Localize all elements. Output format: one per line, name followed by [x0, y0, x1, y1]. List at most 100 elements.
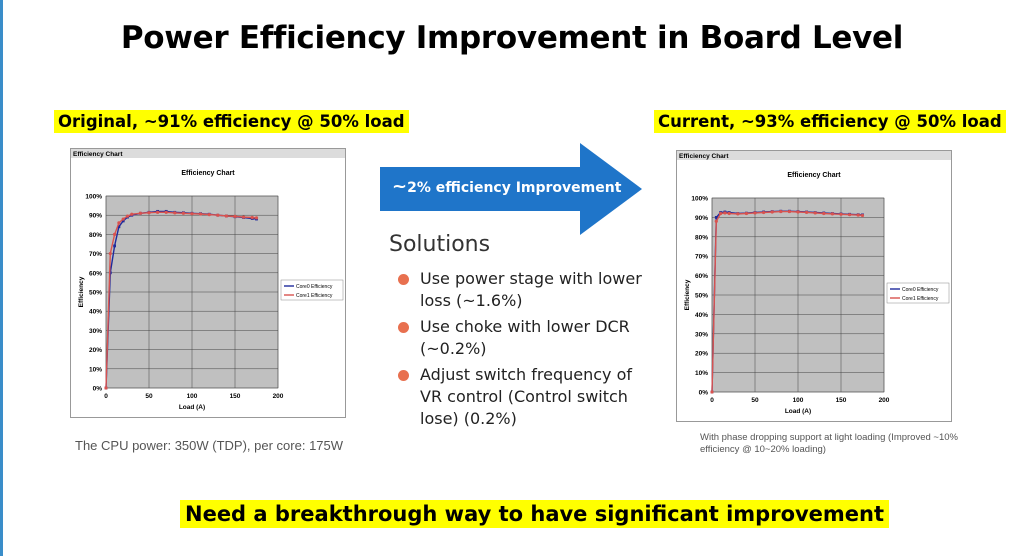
legend-entry: Core1 Efficiency — [296, 293, 333, 299]
x-tick-label: 200 — [879, 397, 890, 404]
series-point — [779, 209, 783, 214]
solutions-list: Use power stage with lower loss (~1.6%) … — [396, 268, 646, 434]
series-point — [121, 219, 125, 223]
series-point — [714, 216, 718, 219]
series-point — [723, 211, 727, 215]
series-point — [830, 212, 834, 216]
solution-text: Use power stage with lower loss (~1.6%) — [420, 269, 642, 310]
y-axis-label: Efficiency — [684, 279, 691, 310]
y-tick-label: 20% — [695, 351, 708, 358]
y-tick-label: 80% — [89, 232, 102, 239]
y-tick-label: 70% — [89, 251, 102, 258]
series-point — [242, 215, 246, 219]
series-point — [104, 386, 108, 390]
slide-left-border — [0, 0, 3, 556]
series-point — [727, 211, 731, 216]
y-axis-label: Efficiency — [78, 276, 85, 307]
current-efficiency-label: Current, ~93% efficiency @ 50% load — [654, 110, 1006, 133]
series-point — [770, 210, 774, 214]
x-tick-label: 100 — [187, 393, 198, 400]
x-tick-label: 50 — [145, 393, 153, 400]
series-point — [714, 219, 718, 223]
x-tick-label: 50 — [751, 397, 759, 404]
legend-box — [280, 279, 344, 301]
y-tick-label: 0% — [699, 390, 709, 397]
series-point — [839, 212, 843, 216]
cpu-power-note: The CPU power: 350W (TDP), per core: 175… — [75, 438, 344, 453]
y-tick-label: 100% — [691, 196, 708, 203]
arrow-label: 2% efficiency Improvement — [407, 180, 622, 196]
series-point — [224, 214, 228, 218]
slide-title: Power Efficiency Improvement in Board Le… — [120, 20, 904, 56]
y-tick-label: 40% — [89, 309, 102, 316]
series-point — [736, 212, 740, 216]
series-point — [113, 232, 117, 236]
y-tick-label: 10% — [695, 370, 708, 377]
x-axis-label: Load (A) — [179, 404, 205, 411]
series-point — [719, 211, 723, 216]
arrow-tilde: ~ — [392, 176, 408, 197]
series-point — [113, 244, 116, 248]
solution-item: Use choke with lower DCR (~0.2%) — [396, 316, 646, 360]
y-tick-label: 30% — [695, 331, 708, 338]
original-efficiency-label: Original, ~91% efficiency @ 50% load — [54, 110, 409, 133]
series-point — [805, 210, 809, 214]
series-point — [744, 211, 748, 216]
legend-box — [886, 282, 950, 304]
phase-dropping-note: With phase dropping support at light loa… — [700, 432, 958, 455]
series-point — [710, 390, 714, 394]
y-tick-label: 80% — [695, 234, 708, 241]
chart-title: Efficiency Chart — [787, 172, 841, 179]
y-tick-label: 70% — [695, 254, 708, 261]
x-tick-label: 0 — [104, 393, 108, 400]
series-point — [190, 212, 194, 216]
series-point — [822, 211, 826, 216]
bullet-dot-icon — [398, 322, 409, 333]
y-tick-label: 10% — [89, 366, 102, 373]
x-tick-label: 100 — [793, 397, 804, 404]
chart-title: Efficiency Chart — [181, 170, 235, 177]
series-point — [121, 217, 125, 221]
series-point — [125, 214, 130, 218]
x-tick-label: 150 — [836, 397, 847, 404]
bullet-dot-icon — [398, 370, 409, 381]
legend-entry: Core1 Efficiency — [902, 296, 939, 302]
series-line — [105, 211, 257, 389]
series-point — [173, 211, 177, 215]
series-point — [856, 213, 860, 217]
series-point — [130, 212, 134, 216]
efficiency-chart-current: Efficiency Chart Efficiency Chart 0% 10% 20%… — [676, 150, 952, 422]
bottom-banner: Need a breakthrough way to have signific… — [180, 500, 890, 528]
solutions-heading: Solutions — [389, 232, 491, 257]
series-point — [108, 252, 112, 256]
efficiency-chart-original: Efficiency Chart Efficiency Chart 0% 10% 20%… — [70, 148, 346, 418]
improvement-arrow — [380, 143, 642, 235]
x-tick-label: 200 — [273, 393, 284, 400]
series-point — [813, 211, 817, 215]
y-tick-label: 30% — [89, 328, 102, 335]
improvement-arrow-text: ~2% efficiency Improvement — [392, 176, 621, 197]
y-tick-label: 50% — [89, 290, 102, 297]
legend-entry: Core0 Efficiency — [296, 284, 333, 290]
legend-entry: Core0 Efficiency — [902, 287, 939, 293]
x-axis-label: Load (A) — [785, 408, 811, 415]
y-tick-label: 20% — [89, 347, 102, 354]
series-point — [199, 212, 203, 216]
solution-text: Adjust switch frequency of VR control (C… — [420, 365, 633, 428]
chart-window-bar — [677, 151, 951, 160]
arrow-shape — [380, 143, 642, 235]
series-point — [164, 210, 168, 214]
chart-window-bar — [71, 149, 345, 158]
chart-window-title: Efficiency Chart — [679, 153, 729, 160]
y-tick-label: 60% — [695, 273, 708, 280]
series-point — [796, 210, 800, 214]
series-point — [787, 209, 791, 214]
series-point — [216, 213, 220, 217]
series-point — [156, 210, 160, 214]
series-point — [860, 213, 865, 218]
series-point — [117, 225, 121, 229]
y-tick-label: 90% — [89, 213, 102, 220]
series-point — [138, 211, 142, 215]
series-point — [250, 215, 254, 220]
chart-window-title: Efficiency Chart — [73, 151, 123, 158]
